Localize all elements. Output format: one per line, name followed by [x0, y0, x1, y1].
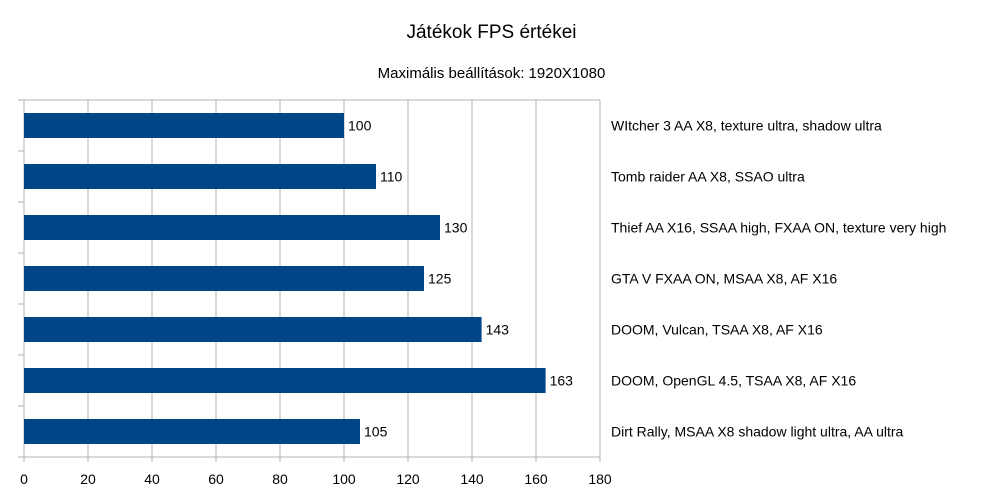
data-label: 163 — [550, 373, 574, 389]
category-label: DOOM, OpenGL 4.5, TSAA X8, AF X16 — [611, 373, 856, 389]
x-tick-label: 60 — [208, 471, 224, 487]
x-tick-label: 0 — [20, 471, 28, 487]
category-label: DOOM, Vulcan, TSAA X8, AF X16 — [611, 322, 823, 338]
category-label: WItcher 3 AA X8, texture ultra, shadow u… — [611, 118, 882, 134]
x-tick-label: 20 — [80, 471, 96, 487]
bars — [24, 113, 546, 444]
bar — [24, 164, 376, 189]
chart-title: Játékok FPS értékei — [406, 22, 577, 43]
x-tick-label: 160 — [524, 471, 548, 487]
bar — [24, 113, 344, 138]
data-label: 100 — [348, 118, 372, 134]
bar — [24, 215, 440, 240]
x-tick-label: 120 — [396, 471, 420, 487]
bar — [24, 419, 360, 444]
axes — [18, 99, 600, 458]
x-tick-label: 40 — [144, 471, 160, 487]
category-label: GTA V FXAA ON, MSAA X8, AF X16 — [611, 271, 837, 287]
data-label: 130 — [444, 220, 468, 236]
data-label: 125 — [428, 271, 452, 287]
chart-subtitle: Maximális beállítások: 1920X1080 — [377, 65, 606, 82]
data-label: 110 — [380, 169, 403, 185]
bar — [24, 317, 482, 342]
x-tick-label: 100 — [332, 471, 356, 487]
x-tick-label: 80 — [272, 471, 288, 487]
category-label: Thief AA X16, SSAA high, FXAA ON, textur… — [611, 220, 946, 236]
category-label: Dirt Rally, MSAA X8 shadow light ultra, … — [611, 424, 904, 440]
data-label: 143 — [486, 322, 510, 338]
bar — [24, 266, 424, 291]
data-label: 105 — [364, 424, 388, 440]
category-label: Tomb raider AA X8, SSAO ultra — [611, 169, 805, 185]
x-tick-label: 180 — [588, 471, 612, 487]
x-tick-label: 140 — [460, 471, 484, 487]
bar — [24, 368, 546, 393]
labels: 0 20 40 60 80 100 120 140 160 180 100 WItcher 3 AA … — [20, 118, 946, 488]
